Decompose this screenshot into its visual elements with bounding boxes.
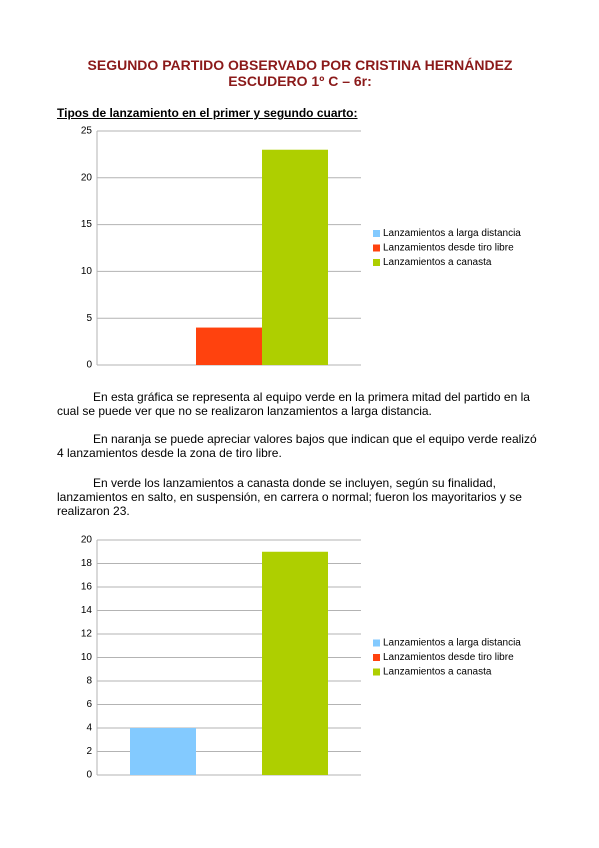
legend-swatch	[373, 654, 380, 661]
y-tick-label: 25	[81, 126, 93, 137]
y-tick-label: 0	[86, 770, 92, 781]
legend-swatch	[373, 230, 380, 237]
y-tick-label: 6	[86, 699, 92, 710]
bar	[196, 327, 262, 365]
title: SEGUNDO PARTIDO OBSERVADO POR CRISTINA H…	[87, 57, 513, 89]
y-tick-label: 20	[81, 535, 93, 546]
legend-swatch	[373, 244, 380, 252]
y-tick-label: 2	[86, 746, 92, 757]
legend-label: Lanzamientos a larga distancia	[383, 228, 521, 239]
y-tick-label: 5	[86, 313, 92, 324]
y-tick-label: 0	[86, 360, 92, 371]
legend-label: Lanzamientos desde tiro libre	[383, 652, 514, 663]
legend-swatch	[373, 259, 380, 266]
y-tick-label: 10	[81, 652, 93, 663]
paragraph: En esta gráfica se representa al equipo …	[57, 390, 530, 418]
bar	[262, 551, 328, 775]
paragraph: En verde los lanzamientos a canasta dond…	[57, 476, 522, 518]
bar	[130, 728, 196, 775]
legend-swatch	[373, 668, 380, 676]
y-tick-label: 14	[81, 605, 93, 616]
y-tick-label: 20	[81, 172, 93, 183]
subtitle: Tipos de lanzamiento en el primer y segu…	[57, 106, 358, 120]
legend-label: Lanzamientos a canasta	[383, 667, 492, 678]
bar	[262, 149, 328, 365]
legend-swatch	[373, 639, 380, 647]
y-tick-label: 10	[81, 266, 93, 277]
y-tick-label: 16	[81, 582, 93, 593]
y-tick-label: 12	[81, 629, 93, 640]
y-tick-label: 15	[81, 219, 93, 230]
y-tick-label: 8	[86, 676, 92, 687]
y-tick-label: 4	[86, 723, 92, 734]
legend-label: Lanzamientos desde tiro libre	[383, 243, 514, 254]
legend-label: Lanzamientos a larga distancia	[383, 638, 521, 649]
paragraph: En naranja se puede apreciar valores baj…	[57, 432, 537, 460]
legend-label: Lanzamientos a canasta	[383, 257, 492, 268]
y-tick-label: 18	[81, 558, 93, 569]
